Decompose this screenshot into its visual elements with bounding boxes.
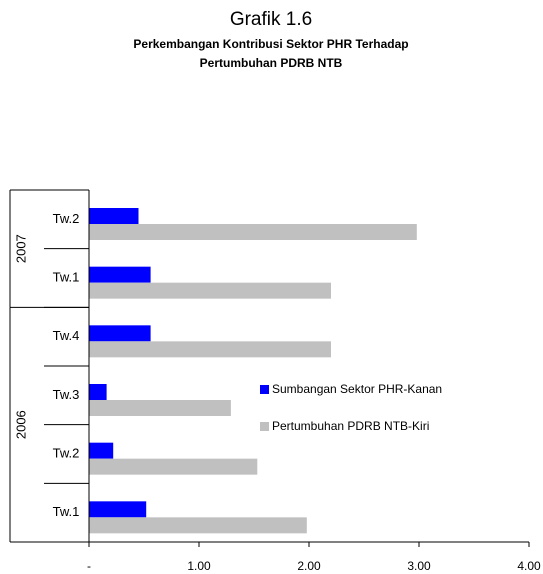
legend-label: Pertumbuhan PDRB NTB-Kiri [272,419,429,433]
group-label: 2007 [13,234,28,263]
category-label: Tw.4 [53,328,80,343]
x-tick-label: 1.00 [187,559,211,573]
bar [89,442,114,459]
bar [89,384,107,400]
x-tick-label: 4.00 [517,559,541,573]
bar [89,208,139,224]
chart-title: Grafik 1.6 [230,9,312,30]
bar [89,517,307,534]
bar [89,266,151,283]
legend-label: Sumbangan Sektor PHR-Kanan [272,382,442,396]
chart-subtitle: Perkembangan Kontribusi Sektor PHR Terha… [133,37,408,51]
bar [89,458,258,475]
category-label: Tw.1 [53,269,80,284]
legend-swatch [260,422,269,431]
legend-swatch [260,385,269,394]
category-label: Tw.3 [53,387,80,402]
chart-subtitle: Pertumbuhan PDRB NTB [200,56,343,70]
category-label: Tw.1 [53,504,80,519]
group-label: 2006 [13,410,28,439]
x-tick-label: 2.00 [297,559,321,573]
bar [89,224,417,240]
x-tick-label: - [87,559,91,573]
bar [89,400,231,416]
bar [89,341,331,358]
bar [89,501,147,518]
x-tick-label: 3.00 [407,559,431,573]
category-label: Tw.2 [53,445,80,460]
bar [89,325,151,342]
bar [89,282,331,299]
category-label: Tw.2 [53,211,80,226]
